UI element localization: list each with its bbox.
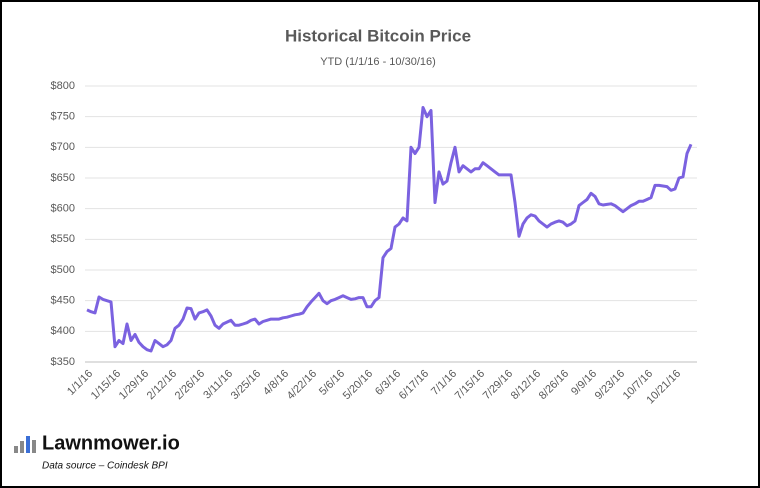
- y-tick-label: $500: [51, 264, 75, 276]
- brand: Lawnmower.io: [42, 432, 180, 454]
- logo: [14, 436, 36, 453]
- chart-subtitle: YTD (1/1/16 - 10/30/16): [320, 56, 436, 68]
- y-tick-label: $750: [51, 111, 75, 123]
- y-tick-label: $450: [51, 295, 75, 307]
- chart-title: Historical Bitcoin Price: [285, 26, 471, 45]
- y-tick-label: $400: [51, 325, 75, 337]
- price-line: [86, 106, 693, 353]
- y-tick-label: $800: [51, 80, 75, 92]
- y-tick-label: $350: [51, 356, 75, 368]
- y-tick-label: $550: [51, 233, 75, 245]
- data-source: Data source – Coindesk BPI: [42, 461, 168, 472]
- y-tick-label: $700: [51, 141, 75, 153]
- y-tick-label: $650: [51, 172, 75, 184]
- y-tick-label: $600: [51, 203, 75, 215]
